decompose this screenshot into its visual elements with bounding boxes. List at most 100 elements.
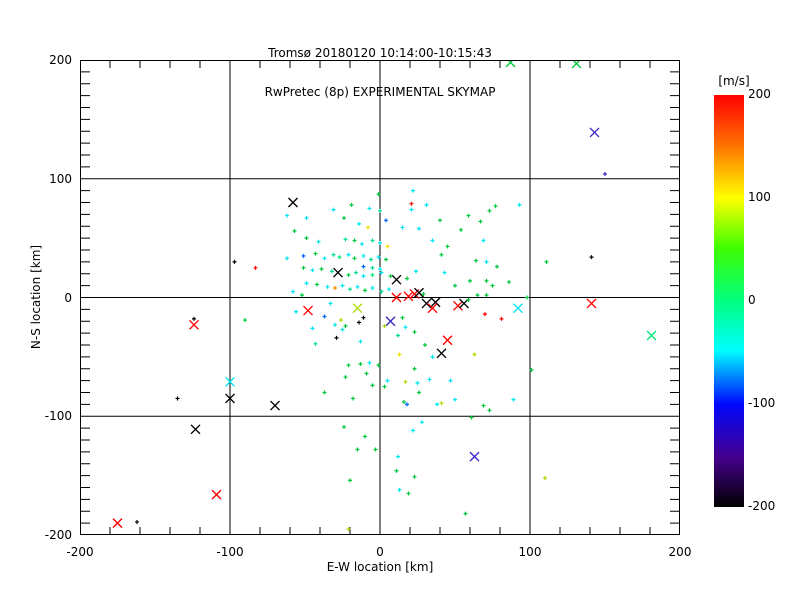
data-point bbox=[363, 288, 367, 293]
data-point-x bbox=[303, 305, 313, 316]
data-point bbox=[435, 402, 439, 407]
x-tick-label: -100 bbox=[216, 545, 244, 559]
colorbar-tick-label: 100 bbox=[748, 190, 771, 204]
data-point bbox=[424, 202, 429, 207]
x-axis-title: E-W location [km] bbox=[326, 560, 434, 574]
data-point bbox=[355, 284, 360, 289]
data-point bbox=[442, 270, 447, 275]
data-point bbox=[484, 293, 489, 298]
data-point-x bbox=[288, 197, 298, 208]
data-point bbox=[543, 476, 547, 480]
data-point bbox=[373, 447, 378, 452]
data-point-x bbox=[403, 291, 414, 302]
data-point bbox=[487, 408, 492, 413]
data-point bbox=[367, 360, 372, 365]
data-point bbox=[484, 278, 489, 283]
colorbar-units-label: [m/s] bbox=[718, 74, 750, 88]
data-point-x bbox=[421, 298, 432, 309]
data-point-x bbox=[513, 303, 523, 314]
data-point-x bbox=[589, 127, 600, 138]
data-point bbox=[319, 267, 324, 271]
data-point bbox=[423, 343, 427, 347]
data-point bbox=[420, 420, 424, 425]
data-point bbox=[453, 283, 457, 288]
colorbar-tick-label: 0 bbox=[748, 293, 756, 307]
data-point bbox=[385, 378, 390, 383]
data-point bbox=[352, 238, 357, 243]
data-point-x bbox=[190, 424, 201, 435]
data-point bbox=[388, 274, 393, 279]
data-point bbox=[468, 278, 472, 283]
data-point bbox=[342, 424, 346, 429]
data-point-x bbox=[571, 60, 582, 69]
data-point bbox=[348, 287, 352, 292]
data-point bbox=[361, 315, 366, 320]
data-point bbox=[387, 287, 391, 292]
data-point bbox=[430, 238, 435, 243]
data-point bbox=[291, 289, 295, 294]
data-point bbox=[175, 396, 180, 401]
data-point bbox=[438, 218, 442, 223]
y-tick-label: -200 bbox=[44, 528, 72, 542]
data-point bbox=[406, 491, 411, 496]
colorbar-tick-label: -200 bbox=[748, 499, 776, 513]
data-point bbox=[331, 207, 336, 212]
data-point-x bbox=[391, 274, 402, 285]
data-point bbox=[481, 238, 486, 243]
data-point bbox=[453, 397, 457, 402]
data-point bbox=[364, 371, 369, 376]
data-point bbox=[304, 281, 309, 286]
data-point bbox=[313, 341, 318, 346]
data-point-x bbox=[225, 393, 235, 404]
data-point bbox=[330, 269, 334, 274]
data-point bbox=[474, 258, 478, 263]
skymap-plot bbox=[80, 60, 680, 535]
data-point bbox=[379, 289, 384, 294]
data-point bbox=[363, 434, 367, 439]
data-point bbox=[322, 390, 327, 395]
data-point-x bbox=[333, 267, 343, 278]
data-point bbox=[378, 208, 382, 213]
data-point bbox=[346, 252, 351, 257]
data-point bbox=[340, 283, 345, 288]
data-point bbox=[475, 293, 480, 298]
data-point bbox=[343, 237, 348, 242]
data-point bbox=[463, 511, 468, 516]
data-point bbox=[285, 213, 289, 218]
data-point bbox=[340, 327, 345, 332]
data-point bbox=[384, 257, 388, 262]
data-point bbox=[382, 324, 387, 328]
data-point bbox=[397, 487, 402, 492]
data-point bbox=[348, 478, 352, 483]
data-point bbox=[310, 326, 315, 331]
data-point bbox=[322, 314, 327, 319]
data-point bbox=[322, 256, 327, 261]
title-line-2: RwPretec (8p) EXPERIMENTAL SKYMAP bbox=[264, 85, 496, 99]
data-point bbox=[369, 257, 373, 262]
data-point bbox=[430, 354, 435, 359]
data-point-x bbox=[352, 303, 363, 314]
data-point bbox=[466, 213, 471, 218]
data-point bbox=[412, 329, 417, 334]
data-point-x bbox=[225, 376, 235, 387]
data-point bbox=[370, 238, 375, 243]
data-point bbox=[370, 265, 375, 270]
data-point bbox=[403, 325, 408, 330]
data-point-x bbox=[430, 297, 441, 308]
data-point-x bbox=[112, 518, 123, 529]
data-point bbox=[304, 236, 309, 241]
data-point bbox=[490, 283, 495, 288]
data-point-x bbox=[211, 489, 222, 500]
data-point bbox=[325, 284, 330, 289]
data-point bbox=[529, 367, 534, 372]
data-point bbox=[349, 202, 354, 207]
data-point bbox=[396, 454, 400, 459]
data-point bbox=[382, 384, 387, 389]
data-point-x bbox=[646, 330, 657, 341]
y-tick-label: 0 bbox=[64, 290, 72, 305]
data-point bbox=[403, 379, 408, 384]
data-point bbox=[412, 366, 417, 371]
data-point bbox=[352, 256, 357, 261]
data-point bbox=[495, 264, 499, 269]
